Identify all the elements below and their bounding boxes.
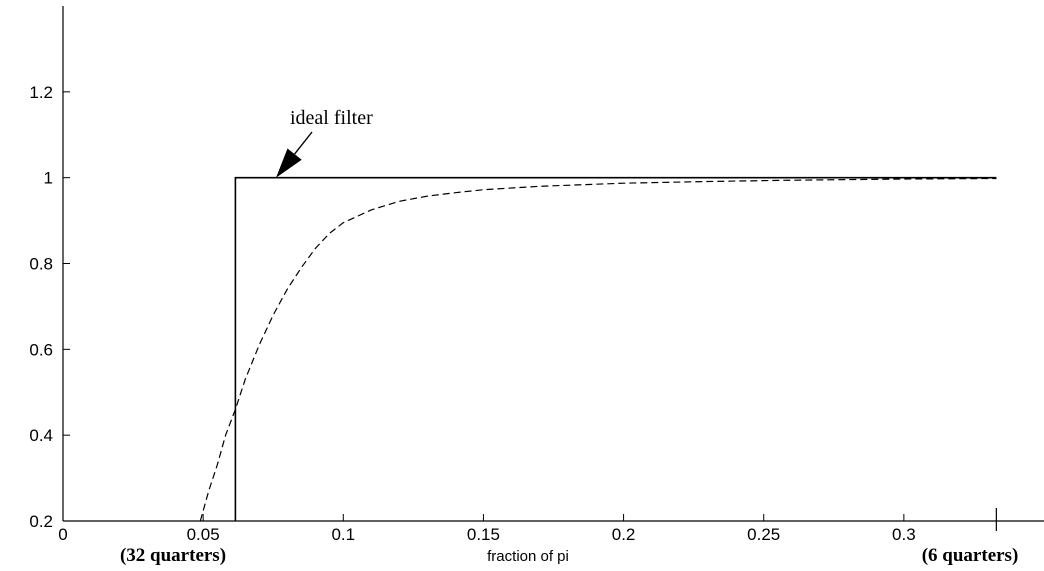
annotation-label: ideal filter [290, 107, 373, 129]
axes [62, 6, 1044, 522]
y-tick-label: 0.6 [29, 340, 53, 359]
series-approximation-line [199, 177, 997, 522]
note-32-quarters: (32 quarters) [120, 545, 226, 566]
y-tick-label: 0.8 [29, 255, 53, 274]
x-tick-label: 0.1 [331, 525, 355, 544]
annotation-arrow-head [276, 148, 302, 178]
y-ticks: 0.2 0.4 0.6 0.8 1 1.2 [29, 83, 70, 531]
x-tick-label: 0.25 [747, 525, 780, 544]
y-tick-label: 0.2 [29, 512, 53, 531]
x-tick-label: 0.3 [892, 525, 916, 544]
series-group [199, 176, 997, 522]
ideal-filter-annotation: ideal filter [276, 107, 373, 178]
x-tick-label: 0.15 [467, 525, 500, 544]
x-tick-label: 0 [58, 525, 67, 544]
series-ideal-line [234, 176, 997, 521]
y-tick-label: 1 [44, 169, 53, 188]
y-tick-label: 0.4 [29, 426, 53, 445]
x-tick-label: 0.05 [187, 525, 220, 544]
x-axis-label: fraction of pi [487, 548, 569, 565]
x-ticks: 0 0.05 0.1 0.15 0.2 0.25 0.3 [58, 514, 916, 544]
note-6-quarters: (6 quarters) [922, 545, 1019, 566]
y-tick-label: 1.2 [29, 83, 53, 102]
annotation-arrow-line [294, 131, 313, 155]
x-tick-label: 0.2 [612, 525, 636, 544]
